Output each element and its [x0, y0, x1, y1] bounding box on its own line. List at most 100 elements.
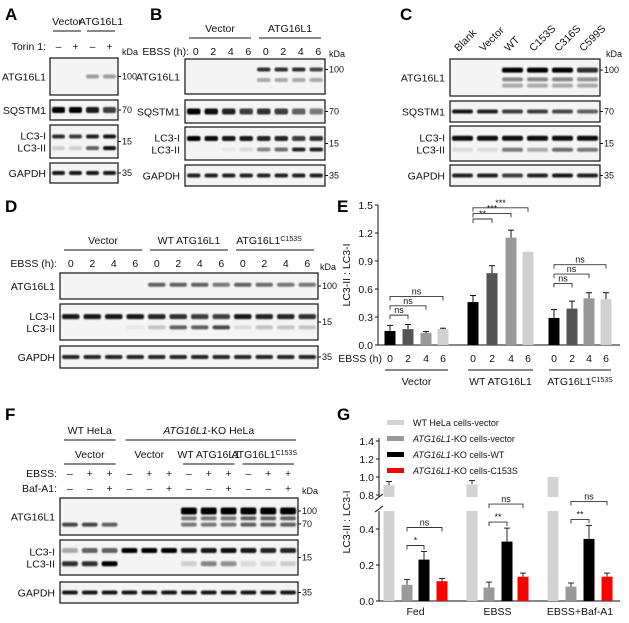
bar [505, 237, 517, 345]
legend-label: ATG16L1-KO cells-WT [412, 450, 505, 460]
bar [420, 332, 432, 345]
lane-label-c316s: C316S [552, 23, 583, 54]
band [577, 173, 598, 178]
band [280, 590, 296, 595]
x-tick-label: 6 [525, 353, 531, 365]
band [81, 522, 98, 527]
row-label-lc3-i: LC3-I [419, 133, 445, 145]
x-tick-label: 2 [569, 353, 575, 365]
band [292, 147, 306, 152]
kda-marker: 35 [329, 171, 339, 181]
group-label-wt-atg16l1: WT ATG16L1 [158, 235, 221, 247]
lane-label: 2 [89, 258, 95, 270]
ebss-lane: + [285, 468, 291, 480]
band [187, 136, 201, 142]
kda-label: kDa [329, 49, 345, 59]
row-label-sqstm1: SQSTM1 [3, 105, 46, 117]
lane-label: + [72, 41, 78, 53]
panel-label-g: G [337, 405, 350, 424]
row-label-lc3-i: LC3-I [29, 547, 55, 559]
bar [436, 581, 448, 601]
band [292, 78, 306, 82]
band [277, 325, 295, 330]
band [204, 136, 218, 142]
band [52, 171, 65, 175]
band [298, 355, 316, 359]
band [181, 590, 197, 595]
band [81, 561, 98, 567]
band [527, 83, 548, 88]
band [577, 147, 598, 152]
significance-label: ** [576, 509, 584, 519]
kda-marker: 100 [122, 72, 137, 82]
row-label-lc3-i: LC3-I [29, 311, 55, 323]
ebss-lane: + [166, 468, 172, 480]
band [274, 67, 288, 72]
baf-a1-lane: – [206, 483, 212, 495]
band [181, 561, 197, 567]
ebss-lane: – [186, 468, 192, 480]
band [577, 83, 598, 88]
band [477, 147, 498, 152]
row-label-sqstm1: SQSTM1 [402, 107, 445, 119]
band [292, 136, 306, 142]
lane-label: 4 [228, 46, 234, 58]
band [280, 507, 296, 515]
superscript: C153S [280, 236, 302, 243]
band [277, 355, 295, 359]
band [527, 135, 548, 141]
group-label-vector: Vector [52, 16, 82, 28]
band [240, 548, 257, 553]
condition-label: EBSS (h): [10, 258, 57, 270]
significance-label: ns [420, 518, 430, 528]
group-label-wt-atg16l1: WT ATG16L1 [177, 449, 240, 461]
significance-bracket [553, 282, 573, 288]
baf-a1-lane: – [67, 483, 73, 495]
band [260, 590, 277, 595]
y-axis-label: LC3-II : LC3-I [341, 490, 353, 553]
ebss-lane: + [226, 468, 232, 480]
row-label-atg16l1: ATG16L1 [11, 512, 55, 524]
significance-label: ** [494, 512, 502, 522]
band [200, 507, 217, 515]
band [577, 109, 598, 114]
lane-label: 6 [218, 258, 224, 270]
significance-bracket [472, 207, 529, 212]
band [212, 325, 230, 330]
band [187, 108, 201, 115]
band [234, 282, 252, 287]
bar-lower [383, 511, 395, 601]
italic-gene: ATG16L1 [412, 434, 451, 444]
lane-label-c599s: C599S [577, 23, 608, 54]
bar [566, 308, 578, 345]
kda-marker: 15 [302, 553, 312, 563]
band [69, 107, 82, 113]
axis-break-mark [374, 493, 384, 501]
x-category-label: Fed [406, 606, 424, 618]
band [126, 355, 144, 359]
baf-a1-lane: – [245, 483, 251, 495]
band [212, 355, 230, 359]
significance-bracket [488, 503, 524, 509]
blot-frame [184, 58, 326, 95]
x-tick-label: 4 [423, 353, 429, 365]
bar [548, 317, 560, 345]
band [240, 590, 257, 595]
band [69, 171, 82, 175]
row-label-atg16l1: ATG16L1 [2, 72, 46, 84]
panel-label-e: E [337, 197, 348, 216]
band [527, 147, 548, 152]
lane-label-c153s: C153S [527, 23, 558, 54]
band [452, 147, 473, 152]
band [62, 522, 78, 527]
bar [467, 302, 479, 345]
band [86, 107, 99, 113]
significance-label: ns [575, 255, 585, 265]
band [161, 548, 177, 553]
baf-a1-lane: – [186, 483, 192, 495]
lane-label: 0 [193, 46, 199, 58]
panel-label-d: D [5, 197, 17, 216]
superscript: C153S [276, 450, 298, 457]
band [81, 548, 98, 553]
band [255, 282, 273, 287]
